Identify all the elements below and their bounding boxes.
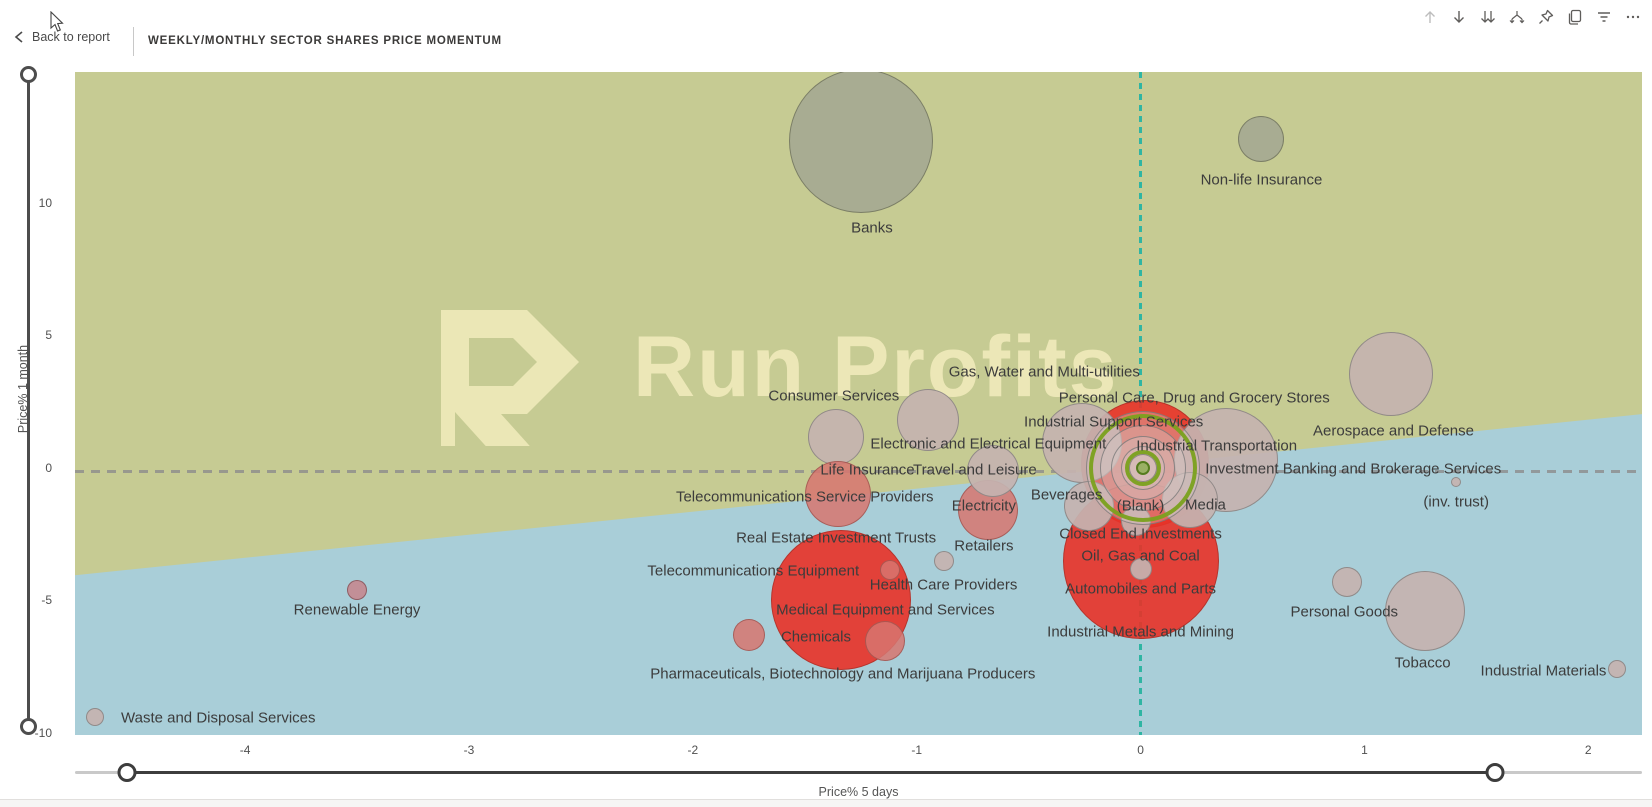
data-label: Tobacco [1394, 654, 1451, 672]
data-label: Life Insurance [820, 461, 915, 479]
bubble-chemicals[interactable] [732, 618, 765, 651]
data-label: Industrial Metals and Mining [1047, 623, 1234, 641]
bubble-tobacco[interactable] [1384, 570, 1465, 651]
watermark-logo-icon [441, 310, 579, 446]
bubble-telecommunications-service-providers[interactable] [805, 461, 872, 528]
data-label: Personal Care, Drug and Grocery Stores [1058, 389, 1330, 407]
data-label: Automobiles and Parts [1065, 580, 1217, 598]
bubble-pharmaceuticals-biotechnology[interactable] [865, 621, 906, 662]
data-label: Industrial Transportation [1136, 437, 1298, 455]
drill-up-icon[interactable] [1421, 8, 1439, 26]
watermark-text: Run Profits [633, 319, 1119, 415]
x-axis-ticks: -4 -3 -2 -1 0 1 2 [75, 743, 1642, 759]
bubble-gas-water-and-multi-utilities[interactable] [896, 389, 959, 452]
more-options-icon[interactable] [1624, 8, 1642, 26]
x-tick-label: -4 [239, 743, 251, 757]
data-label: Investment Banking and Brokerage Service… [1205, 460, 1502, 478]
bubble-consumer-services[interactable] [808, 409, 865, 466]
bubble-retailers[interactable] [933, 551, 954, 572]
filter-icon[interactable] [1595, 8, 1613, 26]
plot-area: Run Profits Banks Non-life Insurance Gas, … [75, 72, 1642, 735]
header-divider [133, 27, 134, 56]
drill-down-icon[interactable] [1450, 8, 1468, 26]
x-tick-label: -1 [911, 743, 923, 757]
data-label: Consumer Services [768, 387, 900, 405]
x-tick-label: -2 [687, 743, 699, 757]
data-label: Chemicals [780, 628, 851, 646]
data-label: Health Care Providers [869, 576, 1018, 594]
data-label: Renewable Energy [293, 601, 421, 619]
x-axis-slider-selected-range[interactable] [126, 771, 1495, 774]
y-tick-label: 5 [45, 328, 52, 343]
x-axis-title: Price% 5 days [818, 785, 899, 799]
data-label: Industrial Materials [1480, 662, 1607, 680]
bubble-dot-green[interactable] [1135, 460, 1150, 475]
data-label: (inv. trust) [1423, 493, 1489, 511]
bubble-telecommunications-equipment[interactable] [879, 559, 900, 580]
bubble-renewable-energy[interactable] [347, 579, 368, 600]
bubble-cluster-gray-7[interactable] [1129, 557, 1152, 580]
y-tick-label: 0 [45, 460, 52, 475]
canvas-edge [0, 799, 1652, 807]
data-label: Media [1185, 496, 1226, 514]
bubble-cluster-gray-3[interactable] [966, 444, 1019, 497]
data-label: Aerospace and Defense [1313, 422, 1474, 440]
x-tick-label: 0 [1137, 743, 1144, 757]
data-label: Gas, Water and Multi-utilities [948, 363, 1140, 381]
x-axis-slider-left-handle[interactable] [117, 763, 137, 782]
data-label: Oil, Gas and Coal [1081, 547, 1200, 565]
y-axis-ticks: 10 5 0 -5 -10 [0, 72, 58, 740]
bubble-industrial-materials[interactable] [1608, 660, 1627, 679]
x-tick-label: 1 [1361, 743, 1368, 757]
data-label: Travel and Leisure [913, 461, 1037, 479]
y-tick-label: 10 [38, 195, 52, 210]
x-tick-label: 2 [1584, 743, 1592, 757]
bubble-ring-green-outer[interactable] [1088, 413, 1197, 522]
data-label: Personal Goods [1290, 603, 1399, 621]
data-label: Retailers [954, 537, 1014, 555]
data-label: Banks [851, 219, 893, 237]
pin-icon[interactable] [1537, 8, 1555, 26]
data-label: Electricity [951, 497, 1016, 515]
y-axis-slider-top-handle[interactable] [20, 66, 37, 83]
back-to-report-button[interactable]: Back to report [14, 30, 110, 44]
data-label: Non-life Insurance [1200, 171, 1323, 189]
data-label: Telecommunications Service Providers [675, 488, 934, 506]
data-label: Electronic and Electrical Equipment [870, 435, 1107, 453]
x-axis-slider-right-handle[interactable] [1485, 763, 1505, 782]
bubble-ring-green-inner[interactable] [1124, 449, 1161, 486]
y-tick-label: -10 [34, 725, 52, 740]
data-label: Medical Equipment and Services [776, 601, 995, 619]
y-axis-slider-bottom-handle[interactable] [20, 718, 37, 735]
bubble-personal-goods[interactable] [1331, 566, 1362, 597]
y-axis-range-slider-track[interactable] [27, 74, 30, 726]
bubble-banks[interactable] [788, 72, 933, 213]
page-title: WEEKLY/MONTHLY SECTOR SHARES PRICE MOMEN… [148, 35, 502, 47]
data-label: Beverages [1030, 486, 1103, 504]
header-bar: Back to report WEEKLY/MONTHLY SECTOR SHA… [0, 0, 1652, 60]
bubble-inv-trust[interactable] [1451, 477, 1462, 488]
data-label: Waste and Disposal Services [121, 709, 316, 727]
chevron-left-icon [14, 31, 23, 43]
expand-level-icon[interactable] [1508, 8, 1526, 26]
data-label: Pharmaceuticals, Biotechnology and Marij… [650, 665, 1036, 683]
visual-toolbar [1421, 8, 1642, 26]
data-label: Telecommunications Equipment [647, 562, 860, 580]
y-tick-label: -5 [41, 593, 52, 608]
bubble-non-life-insurance[interactable] [1238, 116, 1285, 163]
data-label: Industrial Support Services [1024, 413, 1204, 431]
back-to-report-label: Back to report [32, 30, 110, 44]
bubble-waste-and-disposal-services[interactable] [86, 707, 105, 726]
data-label: Closed End Investments [1059, 525, 1222, 543]
data-label: Real Estate Investment Trusts [736, 529, 937, 547]
data-label: (Blank) [1116, 497, 1165, 515]
x-axis-range-slider-track[interactable] [75, 763, 1642, 782]
bubble-aerospace-and-defense[interactable] [1349, 331, 1434, 416]
x-tick-label: -3 [463, 743, 475, 757]
copy-icon[interactable] [1566, 8, 1584, 26]
next-level-icon[interactable] [1479, 8, 1497, 26]
